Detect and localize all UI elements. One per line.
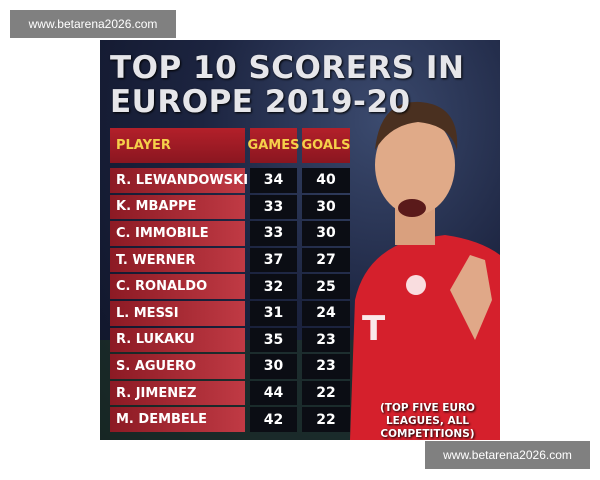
games: 42: [250, 407, 297, 432]
goals: 24: [302, 301, 350, 326]
player-name: T. WERNER: [110, 247, 245, 273]
goals: 30: [302, 194, 350, 220]
player-name: K. MBAPPE: [110, 194, 245, 220]
player-name: R. LUKAKU: [110, 327, 245, 353]
games: 44: [250, 380, 297, 406]
infographic: T TOP 10 SCORERS IN EUROPE 2019-20 PLAYE…: [100, 40, 500, 440]
svg-text:T: T: [362, 309, 386, 349]
games: 30: [250, 354, 297, 379]
goals: 22: [302, 407, 350, 432]
games: 34: [250, 168, 297, 193]
player-name: C. RONALDO: [110, 274, 245, 299]
games: 35: [250, 327, 297, 353]
games: 31: [250, 301, 297, 326]
column-header: GAMES: [248, 128, 299, 163]
player-name: S. AGUERO: [110, 354, 245, 379]
watermark: www.betarena2026.com: [10, 10, 176, 38]
footnote: (TOP FIVE EURO LEAGUES, ALL COMPETITIONS…: [380, 402, 475, 440]
goals: 22: [302, 380, 350, 406]
player-name: C. IMMOBILE: [110, 221, 245, 246]
title: TOP 10 SCORERS IN: [110, 50, 465, 86]
column-header: PLAYER: [110, 128, 245, 163]
goals: 30: [302, 221, 350, 246]
games: 33: [250, 194, 297, 220]
player-name: L. MESSI: [110, 301, 245, 326]
player-name: M. DEMBELE: [110, 407, 245, 432]
goals: 27: [302, 247, 350, 273]
games: 32: [250, 274, 297, 299]
goals: 23: [302, 327, 350, 353]
games: 33: [250, 221, 297, 246]
games: 37: [250, 247, 297, 273]
goals: 23: [302, 354, 350, 379]
player-photo: T: [100, 101, 500, 440]
player-name: R. LEWANDOWSKI: [110, 168, 248, 193]
goals: 25: [302, 274, 350, 299]
player-name: R. JIMENEZ: [110, 380, 245, 406]
title: EUROPE 2019-20: [110, 84, 411, 120]
column-header: GOALS: [301, 128, 351, 163]
watermark: www.betarena2026.com: [425, 441, 590, 469]
goals: 40: [302, 168, 350, 193]
